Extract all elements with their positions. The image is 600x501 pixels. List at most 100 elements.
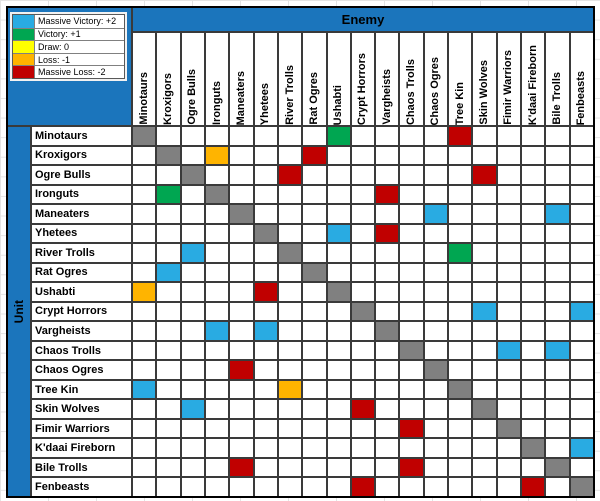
- matchup-cell-kroxigors-vs-k-daai-fireborn[interactable]: [522, 146, 545, 165]
- matchup-cell-ogre-bulls-vs-ironguts[interactable]: [205, 166, 229, 184]
- matchup-cell-k-daai-fireborn-vs-chaos-ogres[interactable]: [424, 439, 448, 457]
- matchup-cell-crypt-horrors-vs-skin-wolves[interactable]: [473, 302, 496, 321]
- matchup-cell-ironguts-vs-fimir-warriors[interactable]: [497, 185, 521, 204]
- matchup-cell-crypt-horrors-vs-chaos-trolls[interactable]: [400, 302, 423, 321]
- matchup-cell-rat-ogres-vs-minotaurs[interactable]: [133, 263, 156, 282]
- matchup-cell-ushabti-vs-maneaters[interactable]: [230, 283, 253, 301]
- matchup-cell-skin-wolves-vs-river-trolls[interactable]: [278, 400, 302, 418]
- matchup-cell-vargheists-vs-chaos-ogres[interactable]: [424, 322, 448, 340]
- matchup-cell-maneaters-vs-ogre-bulls[interactable]: [181, 205, 204, 223]
- matchup-cell-chaos-trolls-vs-k-daai-fireborn[interactable]: [522, 341, 545, 360]
- matchup-cell-bile-trolls-vs-fenbeasts[interactable]: [570, 458, 593, 477]
- matchup-cell-yhetees-vs-k-daai-fireborn[interactable]: [522, 224, 545, 243]
- matchup-cell-k-daai-fireborn-vs-crypt-horrors[interactable]: [351, 439, 375, 457]
- enemy-header-vargheists[interactable]: Vargheists: [376, 33, 399, 125]
- matchup-cell-bile-trolls-vs-ushabti[interactable]: [327, 458, 350, 477]
- matchup-cell-chaos-trolls-vs-river-trolls[interactable]: [278, 341, 302, 360]
- matchup-cell-ironguts-vs-ushabti[interactable]: [327, 185, 350, 204]
- matchup-cell-fenbeasts-vs-kroxigors[interactable]: [157, 478, 180, 496]
- matchup-cell-chaos-ogres-vs-rat-ogres[interactable]: [303, 361, 326, 379]
- enemy-header-bile-trolls[interactable]: Bile Trolls: [546, 33, 569, 125]
- matchup-cell-rat-ogres-vs-k-daai-fireborn[interactable]: [522, 263, 545, 282]
- matchup-cell-chaos-trolls-vs-ushabti[interactable]: [327, 341, 350, 360]
- unit-header-yhetees[interactable]: Yhetees: [32, 224, 131, 243]
- matchup-cell-fimir-warriors-vs-river-trolls[interactable]: [278, 419, 302, 438]
- unit-header-ogre-bulls[interactable]: Ogre Bulls: [32, 166, 131, 184]
- matchup-cell-fenbeasts-vs-rat-ogres[interactable]: [303, 478, 326, 496]
- matchup-cell-chaos-ogres-vs-yhetees[interactable]: [254, 361, 277, 379]
- unit-header-minotaurs[interactable]: Minotaurs: [32, 127, 131, 145]
- matchup-cell-maneaters-vs-tree-kin[interactable]: [449, 205, 472, 223]
- matchup-cell-fimir-warriors-vs-chaos-ogres[interactable]: [424, 419, 448, 438]
- matchup-cell-yhetees-vs-minotaurs[interactable]: [133, 224, 156, 243]
- matchup-cell-crypt-horrors-vs-minotaurs[interactable]: [133, 302, 156, 321]
- matchup-cell-river-trolls-vs-vargheists[interactable]: [376, 244, 399, 262]
- matchup-cell-ironguts-vs-crypt-horrors[interactable]: [351, 185, 375, 204]
- matchup-cell-vargheists-vs-fenbeasts[interactable]: [570, 322, 593, 340]
- diagonal-cell-ironguts-vs-ironguts[interactable]: [205, 185, 229, 204]
- matchup-cell-k-daai-fireborn-vs-skin-wolves[interactable]: [473, 439, 496, 457]
- matchup-cell-tree-kin-vs-rat-ogres[interactable]: [303, 380, 326, 399]
- matchup-cell-river-trolls-vs-kroxigors[interactable]: [157, 244, 180, 262]
- matchup-cell-ushabti-vs-fimir-warriors[interactable]: [497, 283, 521, 301]
- diagonal-cell-bile-trolls-vs-bile-trolls[interactable]: [546, 458, 569, 477]
- matchup-cell-yhetees-vs-ogre-bulls[interactable]: [181, 224, 204, 243]
- matchup-cell-ogre-bulls-vs-k-daai-fireborn[interactable]: [522, 166, 545, 184]
- matchup-cell-minotaurs-vs-ironguts[interactable]: [205, 127, 229, 145]
- matchup-cell-kroxigors-vs-skin-wolves[interactable]: [473, 146, 496, 165]
- matchup-cell-kroxigors-vs-tree-kin[interactable]: [449, 146, 472, 165]
- unit-header-k-daai-fireborn[interactable]: K'daai Fireborn: [32, 439, 131, 457]
- matchup-cell-river-trolls-vs-ogre-bulls[interactable]: [181, 244, 204, 262]
- matchup-cell-bile-trolls-vs-ogre-bulls[interactable]: [181, 458, 204, 477]
- matchup-cell-crypt-horrors-vs-kroxigors[interactable]: [157, 302, 180, 321]
- matchup-cell-yhetees-vs-ironguts[interactable]: [205, 224, 229, 243]
- unit-axis-header[interactable]: Unit: [8, 127, 30, 496]
- diagonal-cell-rat-ogres-vs-rat-ogres[interactable]: [303, 263, 326, 282]
- matchup-cell-fenbeasts-vs-fimir-warriors[interactable]: [497, 478, 521, 496]
- matchup-cell-fimir-warriors-vs-skin-wolves[interactable]: [473, 419, 496, 438]
- matchup-cell-kroxigors-vs-maneaters[interactable]: [230, 146, 253, 165]
- matchup-cell-chaos-ogres-vs-crypt-horrors[interactable]: [351, 361, 375, 379]
- matchup-cell-fimir-warriors-vs-yhetees[interactable]: [254, 419, 277, 438]
- matchup-cell-chaos-trolls-vs-rat-ogres[interactable]: [303, 341, 326, 360]
- matchup-cell-crypt-horrors-vs-maneaters[interactable]: [230, 302, 253, 321]
- matchup-cell-fenbeasts-vs-vargheists[interactable]: [376, 478, 399, 496]
- matchup-cell-vargheists-vs-chaos-trolls[interactable]: [400, 322, 423, 340]
- unit-header-crypt-horrors[interactable]: Crypt Horrors: [32, 302, 131, 321]
- matchup-cell-fimir-warriors-vs-crypt-horrors[interactable]: [351, 419, 375, 438]
- matchup-cell-ushabti-vs-kroxigors[interactable]: [157, 283, 180, 301]
- matchup-cell-vargheists-vs-minotaurs[interactable]: [133, 322, 156, 340]
- matchup-cell-crypt-horrors-vs-k-daai-fireborn[interactable]: [522, 302, 545, 321]
- matchup-cell-ironguts-vs-bile-trolls[interactable]: [546, 185, 569, 204]
- matchup-cell-river-trolls-vs-yhetees[interactable]: [254, 244, 277, 262]
- matchup-cell-yhetees-vs-bile-trolls[interactable]: [546, 224, 569, 243]
- matchup-cell-chaos-trolls-vs-crypt-horrors[interactable]: [351, 341, 375, 360]
- matchup-cell-vargheists-vs-kroxigors[interactable]: [157, 322, 180, 340]
- matchup-cell-river-trolls-vs-k-daai-fireborn[interactable]: [522, 244, 545, 262]
- matchup-cell-fimir-warriors-vs-minotaurs[interactable]: [133, 419, 156, 438]
- unit-header-ushabti[interactable]: Ushabti: [32, 283, 131, 301]
- matchup-cell-rat-ogres-vs-tree-kin[interactable]: [449, 263, 472, 282]
- matchup-cell-skin-wolves-vs-ogre-bulls[interactable]: [181, 400, 204, 418]
- matchup-cell-chaos-trolls-vs-tree-kin[interactable]: [449, 341, 472, 360]
- diagonal-cell-chaos-trolls-vs-chaos-trolls[interactable]: [400, 341, 423, 360]
- matchup-cell-river-trolls-vs-ushabti[interactable]: [327, 244, 350, 262]
- enemy-header-fimir-warriors[interactable]: Fimir Warriors: [497, 33, 521, 125]
- matchup-cell-minotaurs-vs-vargheists[interactable]: [376, 127, 399, 145]
- matchup-cell-ogre-bulls-vs-river-trolls[interactable]: [278, 166, 302, 184]
- matchup-cell-yhetees-vs-river-trolls[interactable]: [278, 224, 302, 243]
- matchup-cell-maneaters-vs-chaos-trolls[interactable]: [400, 205, 423, 223]
- enemy-header-yhetees[interactable]: Yhetees: [254, 33, 277, 125]
- matchup-cell-fenbeasts-vs-ushabti[interactable]: [327, 478, 350, 496]
- matchup-cell-crypt-horrors-vs-chaos-ogres[interactable]: [424, 302, 448, 321]
- matchup-cell-tree-kin-vs-ushabti[interactable]: [327, 380, 350, 399]
- matchup-cell-rat-ogres-vs-bile-trolls[interactable]: [546, 263, 569, 282]
- diagonal-cell-chaos-ogres-vs-chaos-ogres[interactable]: [424, 361, 448, 379]
- matchup-cell-fenbeasts-vs-minotaurs[interactable]: [133, 478, 156, 496]
- matchup-cell-ogre-bulls-vs-fenbeasts[interactable]: [570, 166, 593, 184]
- diagonal-cell-minotaurs-vs-minotaurs[interactable]: [133, 127, 156, 145]
- matchup-cell-crypt-horrors-vs-vargheists[interactable]: [376, 302, 399, 321]
- enemy-header-tree-kin[interactable]: Tree Kin: [449, 33, 472, 125]
- unit-header-fenbeasts[interactable]: Fenbeasts: [32, 478, 131, 496]
- diagonal-cell-tree-kin-vs-tree-kin[interactable]: [449, 380, 472, 399]
